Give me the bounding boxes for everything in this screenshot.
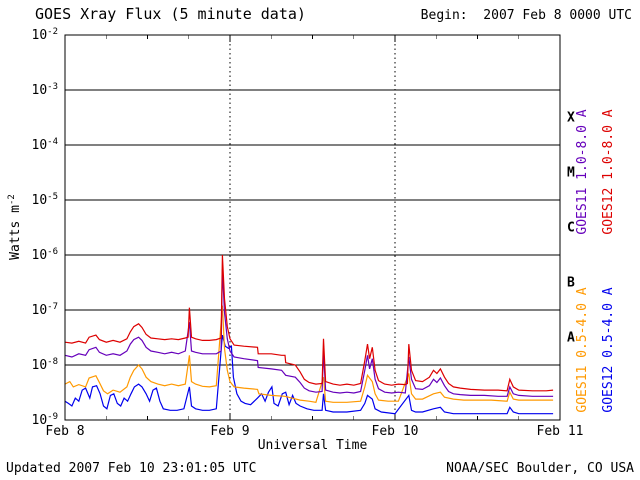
flare-class-m: M — [567, 166, 575, 181]
source-attribution: NOAA/SEC Boulder, CO USA — [446, 461, 634, 476]
y-tick-label: 10-8 — [32, 357, 59, 373]
legend-goes12-0-5-4-0-a: GOES12 0.5-4.0 A — [601, 287, 616, 412]
series-line-goes12-0-5-4-0-a — [64, 334, 554, 415]
y-axis-title: Watts m-2 — [7, 194, 23, 260]
x-tick-label: Feb 8 — [45, 424, 84, 439]
updated-timestamp: Updated 2007 Feb 10 23:01:05 UTC — [6, 461, 257, 476]
y-tick-label: 10-6 — [32, 247, 59, 263]
x-tick-label: Feb 11 — [537, 424, 584, 439]
x-axis-title: Universal Time — [257, 438, 368, 453]
flare-class-x: X — [567, 111, 575, 126]
series-line-goes12-1-0-8-0-a — [64, 254, 554, 392]
series-line-goes11-0-5-4-0-a — [64, 305, 554, 403]
series-line-goes11-1-0-8-0-a — [64, 269, 554, 397]
legend-goes11-1-0-8-0-a: GOES11 1.0-8.0 A — [575, 109, 590, 234]
flare-class-c: C — [567, 221, 575, 236]
legend-goes11-0-5-4-0-a: GOES11 0.5-4.0 A — [575, 287, 590, 412]
y-tick-label: 10-4 — [32, 137, 59, 153]
y-axis-title-exponent: -2 — [6, 194, 17, 206]
chart-title: GOES Xray Flux (5 minute data) — [35, 5, 306, 23]
legend-goes12-1-0-8-0-a: GOES12 1.0-8.0 A — [601, 109, 616, 234]
x-tick-label: Feb 10 — [372, 424, 419, 439]
y-tick-label: 10-5 — [32, 192, 59, 208]
begin-time-label: Begin: 2007 Feb 8 0000 UTC — [420, 8, 632, 23]
y-tick-label: 10-3 — [32, 82, 59, 98]
plot-border — [64, 34, 561, 421]
y-tick-label: 10-9 — [32, 412, 59, 428]
y-tick-label: 10-7 — [32, 302, 59, 318]
x-tick-label: Feb 9 — [210, 424, 249, 439]
y-axis-title-base: Watts m — [8, 205, 24, 260]
flare-class-b: B — [567, 276, 575, 291]
flare-class-a: A — [567, 331, 575, 346]
y-tick-label: 10-2 — [32, 27, 59, 43]
